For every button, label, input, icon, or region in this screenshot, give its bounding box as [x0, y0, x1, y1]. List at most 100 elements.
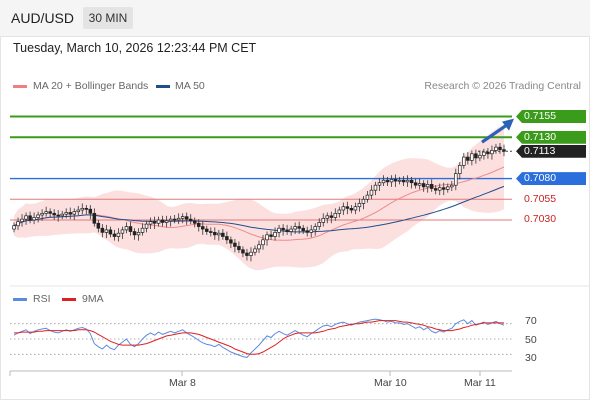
candle [28, 211, 32, 224]
candle-body [405, 179, 410, 183]
candle [341, 202, 346, 215]
candle [265, 231, 269, 246]
candle-body [124, 226, 129, 231]
candle-body [385, 179, 390, 183]
candle-body [341, 206, 346, 211]
candle [168, 215, 173, 227]
candle-body [112, 233, 117, 237]
candle-body [213, 232, 217, 236]
candle-body [454, 173, 458, 186]
candle-body [277, 227, 281, 233]
candle-body [369, 189, 374, 196]
level-label-0-7030: 0.7030 [524, 213, 557, 226]
candle [36, 211, 40, 223]
candle [96, 219, 101, 233]
candle-body [12, 225, 16, 230]
level-lines-layer [10, 115, 512, 221]
candle [313, 223, 317, 236]
candle-body [40, 212, 44, 216]
time-axis-layer [9, 370, 512, 376]
candle-body [329, 215, 334, 218]
level-label-0-7155: 0.7155 [516, 110, 586, 124]
candle-body [68, 212, 72, 215]
candle-body [96, 222, 101, 229]
candle-body [180, 216, 185, 219]
candle [192, 217, 197, 228]
candle-body [293, 226, 297, 230]
candle-body [197, 222, 201, 227]
candle [325, 212, 330, 224]
candle [409, 176, 414, 189]
candle-body [433, 188, 438, 191]
candle [273, 227, 277, 241]
candle-body [48, 211, 52, 214]
rsi-ma-legend-swatch [62, 298, 76, 301]
candle-body [84, 208, 89, 210]
candle [381, 175, 386, 187]
candle-body [52, 212, 56, 216]
candle-body [377, 182, 382, 186]
candle [333, 208, 338, 221]
candle [188, 214, 193, 225]
level-label-0-7055: 0.7055 [524, 192, 557, 205]
candle-body [349, 208, 354, 211]
candle-body [36, 214, 40, 218]
bollinger-legend-label: MA 20 + Bollinger Bands [33, 80, 149, 92]
candle [353, 202, 358, 215]
candle-body [397, 179, 402, 182]
candle [152, 216, 157, 230]
candle [249, 247, 253, 262]
candle-body [76, 209, 81, 213]
candle [425, 180, 430, 193]
candle-body [285, 229, 289, 232]
candle [261, 234, 265, 250]
level-label-0-7113: 0.7113 [516, 144, 586, 158]
candle-body [140, 227, 145, 233]
candle [32, 212, 36, 225]
candle [309, 224, 313, 238]
candle-body [100, 227, 105, 233]
candle [213, 227, 217, 240]
candle [120, 226, 125, 239]
candle-body [333, 212, 338, 218]
candle [429, 179, 434, 192]
candle-body [470, 153, 474, 161]
candle [16, 217, 20, 230]
rsi-ma-line [14, 320, 504, 355]
candle [450, 181, 454, 191]
rsi-tick-70: 70 [525, 315, 537, 327]
candle [377, 178, 382, 191]
candle [64, 208, 68, 219]
candle [401, 176, 406, 187]
candle [144, 220, 149, 233]
candle [446, 183, 450, 193]
candle-body [136, 232, 141, 236]
candle-body [261, 239, 265, 246]
candle-body [458, 165, 462, 174]
rsi-tick-50: 50 [525, 334, 537, 346]
candle [458, 162, 462, 180]
candle-body [317, 222, 321, 227]
candle [301, 224, 305, 235]
candle-body [413, 182, 418, 186]
candle [24, 212, 28, 225]
candle [124, 222, 129, 234]
candle [184, 212, 189, 225]
candle-body [409, 179, 414, 184]
candle [56, 210, 60, 222]
candle [160, 215, 165, 227]
candle-body [144, 223, 149, 229]
candle-body [289, 228, 293, 232]
level-label-0-7080: 0.7080 [516, 172, 586, 186]
instrument-symbol: AUD/USD [11, 10, 75, 26]
candle [462, 152, 466, 169]
candle-body [88, 208, 93, 214]
candle-body [56, 214, 60, 217]
candle-body [486, 151, 490, 155]
rsi-tick-30: 30 [525, 352, 537, 364]
candle-body [393, 179, 398, 182]
timeframe-badge[interactable]: 30 MIN [83, 7, 133, 29]
candle [373, 181, 378, 196]
candle-body [441, 187, 446, 190]
candle [180, 213, 185, 224]
